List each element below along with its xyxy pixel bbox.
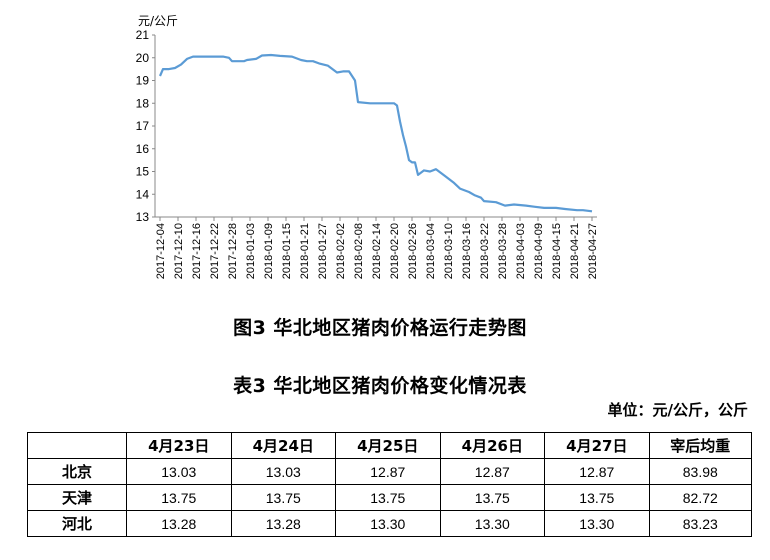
value-cell: 13.75 xyxy=(126,484,232,511)
value-cell: 13.75 xyxy=(335,484,441,511)
x-tick-label: 2018-04-09 xyxy=(533,223,545,279)
x-tick-label: 2017-12-28 xyxy=(227,223,239,279)
table-header-row: 4月23日 4月24日 4月25日 4月26日 4月27日 宰后均重 xyxy=(27,432,753,459)
x-tick-label: 2018-04-27 xyxy=(587,223,599,279)
x-tick-label: 2018-01-15 xyxy=(281,223,293,279)
y-tick-label: 14 xyxy=(136,187,150,201)
value-cell: 83.98 xyxy=(648,458,753,485)
value-cell: 13.30 xyxy=(335,510,441,537)
figure-caption: 图3 华北地区猪肉价格运行走势图 xyxy=(233,317,527,339)
y-tick-label: 17 xyxy=(136,119,150,133)
header-cell: 4月23日 xyxy=(126,432,232,459)
x-tick-label: 2018-03-10 xyxy=(443,223,455,279)
x-tick-label: 2018-02-26 xyxy=(407,223,419,279)
x-tick-label: 2017-12-10 xyxy=(173,223,185,279)
region-cell: 北京 xyxy=(27,458,127,485)
header-cell: 4月27日 xyxy=(544,432,650,459)
value-cell: 12.87 xyxy=(544,458,650,485)
header-cell: 4月25日 xyxy=(335,432,441,459)
unit-note: 单位：元/公斤，公斤 xyxy=(607,401,748,419)
y-tick-label: 19 xyxy=(136,74,150,88)
value-cell: 13.30 xyxy=(439,510,546,537)
y-tick-label: 20 xyxy=(136,51,150,65)
value-cell: 13.28 xyxy=(126,510,232,537)
y-tick-label: 13 xyxy=(136,210,150,224)
x-tick-label: 2018-01-27 xyxy=(317,223,329,279)
value-cell: 13.30 xyxy=(544,510,650,537)
table-row: 北京 13.03 13.03 12.87 12.87 12.87 83.98 xyxy=(27,458,753,485)
y-tick-label: 18 xyxy=(136,96,150,110)
region-cell: 河北 xyxy=(27,510,127,537)
x-tick-label: 2018-02-08 xyxy=(353,223,365,279)
table-caption: 表3 华北地区猪肉价格变化情况表 xyxy=(233,375,527,397)
value-cell: 83.23 xyxy=(648,510,753,537)
x-tick-label: 2018-04-21 xyxy=(569,223,581,279)
value-cell: 13.03 xyxy=(126,458,232,485)
value-cell: 13.75 xyxy=(230,484,337,511)
x-tick-label: 2018-01-21 xyxy=(299,223,311,279)
x-tick-label: 2018-03-16 xyxy=(461,223,473,279)
value-cell: 13.28 xyxy=(230,510,337,537)
price-series-line xyxy=(158,53,593,213)
price-table: 4月23日 4月24日 4月25日 4月26日 4月27日 宰后均重 北京 13… xyxy=(27,432,753,537)
x-tick-label: 2018-01-09 xyxy=(263,223,275,279)
y-tick-label: 15 xyxy=(136,165,150,179)
x-tick-labels: 2017-12-04 2017-12-10 2017-12-16 2017-12-22… xyxy=(155,217,599,279)
x-tick-label: 2018-03-28 xyxy=(497,223,509,279)
x-tick-label: 2017-12-22 xyxy=(209,223,221,279)
y-tick-label: 21 xyxy=(136,28,150,42)
value-cell: 82.72 xyxy=(648,484,753,511)
y-axis-unit-label: 元/公斤 xyxy=(138,14,178,28)
header-cell xyxy=(27,432,127,459)
header-cell: 4月24日 xyxy=(230,432,337,459)
x-tick-label: 2018-03-04 xyxy=(425,223,437,279)
y-tick-label: 16 xyxy=(136,142,150,156)
value-cell: 13.75 xyxy=(544,484,650,511)
x-tick-label: 2018-02-20 xyxy=(389,223,401,279)
x-tick-label: 2017-12-04 xyxy=(155,223,167,279)
value-cell: 12.87 xyxy=(335,458,441,485)
x-tick-label: 2018-02-14 xyxy=(371,223,383,279)
x-tick-label: 2018-04-15 xyxy=(551,223,563,279)
header-cell: 4月26日 xyxy=(439,432,546,459)
x-tick-label: 2018-02-02 xyxy=(335,223,347,279)
x-tick-label: 2018-01-03 xyxy=(245,223,257,279)
x-tick-label: 2018-04-03 xyxy=(515,223,527,279)
x-tick-label: 2017-12-16 xyxy=(191,223,203,279)
value-cell: 13.03 xyxy=(230,458,337,485)
value-cell: 12.87 xyxy=(439,458,546,485)
header-cell: 宰后均重 xyxy=(648,432,753,459)
y-tick-labels: 13 14 15 16 17 18 19 20 21 xyxy=(136,28,155,224)
x-tick-label: 2018-03-22 xyxy=(479,223,491,279)
table-row: 天津 13.75 13.75 13.75 13.75 13.75 82.72 xyxy=(27,484,753,511)
region-cell: 天津 xyxy=(27,484,127,511)
value-cell: 13.75 xyxy=(439,484,546,511)
table-row: 河北 13.28 13.28 13.30 13.30 13.30 83.23 xyxy=(27,510,753,537)
